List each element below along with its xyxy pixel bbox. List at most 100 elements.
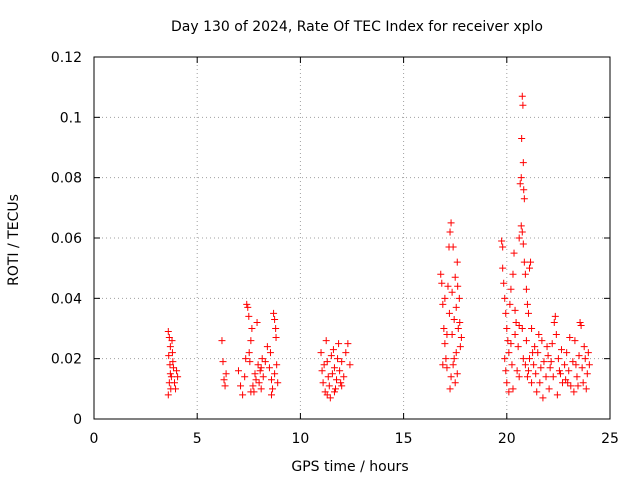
data-point [273,361,281,369]
data-point [526,355,534,363]
data-point [557,346,565,354]
data-point [543,343,551,351]
data-point [513,367,521,375]
data-point [323,358,331,366]
data-point [441,294,449,302]
data-point [534,349,542,357]
data-point [438,279,446,287]
data-point [569,358,577,366]
data-point [540,358,548,366]
data-point [526,264,534,272]
data-point [446,385,454,393]
data-point [245,312,253,320]
data-point [259,373,267,381]
data-point [520,258,528,266]
y-tick-label: 0.04 [51,291,82,307]
data-point [451,273,459,281]
x-tick-label: 15 [395,431,413,447]
data-point [221,382,229,390]
data-point [257,385,265,393]
data-point [272,334,280,342]
data-point [261,358,269,366]
data-point [536,379,544,387]
data-point [510,249,518,257]
data-point [234,367,242,375]
data-point [582,385,590,393]
data-point [570,388,578,396]
data-point [270,309,278,317]
data-point [535,331,543,339]
data-point [542,373,550,381]
data-point [336,367,344,375]
data-point [500,279,508,287]
data-point [581,355,589,363]
data-point [257,364,265,372]
y-tick-label: 0.02 [51,352,82,368]
data-point [324,373,332,381]
data-point [164,328,172,336]
y-tick-label: 0.06 [51,231,82,247]
data-point [439,300,447,308]
data-point [583,370,591,378]
data-point [168,337,176,345]
data-point [449,243,457,251]
data-point [452,303,460,311]
data-point [443,331,451,339]
data-point [566,334,574,342]
data-point [537,364,545,372]
data-point [518,134,526,142]
data-point [251,370,259,378]
data-point [329,346,337,354]
data-point [555,367,563,375]
data-point [530,361,538,369]
x-axis-label: GPS time / hours [291,459,408,475]
data-point [507,285,515,293]
data-point [320,361,328,369]
data-point [514,343,522,351]
data-point [451,379,459,387]
data-point [501,294,509,302]
data-point [241,373,249,381]
gridlines [94,57,610,419]
data-point [499,264,507,272]
data-point [248,325,256,332]
x-tick-label: 25 [601,431,619,447]
data-point [561,361,569,369]
data-point [254,361,262,369]
data-point [265,364,273,372]
data-point [527,258,535,266]
data-point [328,370,336,378]
data-point [255,379,263,387]
data-point [551,312,559,320]
data-point [337,379,345,387]
data-point [247,388,255,396]
data-point [245,349,253,357]
data-point [522,337,530,345]
data-point [249,382,257,390]
data-point [498,237,506,245]
y-tick-label: 0.1 [60,110,82,126]
data-point [338,358,346,366]
data-point [338,382,346,390]
data-point [441,340,449,348]
data-point [576,318,584,326]
data-point [519,159,527,167]
data-point [552,331,560,339]
data-point [524,367,532,375]
chart-title: Day 130 of 2024, Rate Of TEC Index for r… [171,19,543,35]
data-point [169,364,177,372]
data-point [165,352,173,360]
data-point [577,321,585,329]
data-point [565,367,573,375]
x-tick-label: 20 [498,431,516,447]
data-point [239,391,247,399]
data-point [519,101,527,109]
data-point [317,349,325,357]
data-point [455,294,463,302]
data-point [330,364,338,372]
data-point [456,318,464,326]
data-point [218,337,226,345]
data-point [571,337,579,345]
data-point [344,340,352,348]
data-point [246,358,254,366]
